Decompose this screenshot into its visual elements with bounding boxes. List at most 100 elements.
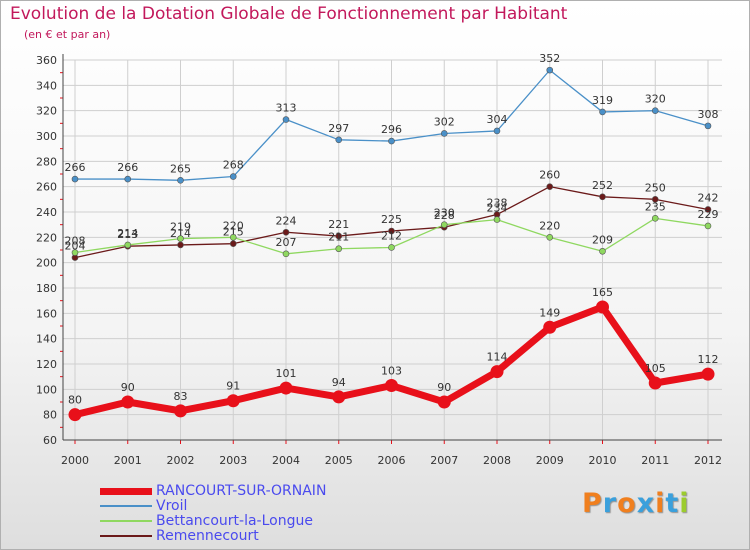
x-tick-label: 2012 <box>694 454 722 467</box>
chart-title: Evolution de la Dotation Globale de Fonc… <box>10 4 568 24</box>
data-label: 319 <box>592 94 613 107</box>
data-label: 250 <box>645 181 666 194</box>
data-label: 220 <box>539 219 560 232</box>
x-tick-label: 2004 <box>272 454 300 467</box>
data-label: 297 <box>328 122 349 135</box>
data-label: 91 <box>226 380 240 393</box>
data-label: 112 <box>698 353 719 366</box>
y-tick-label: 300 <box>36 130 57 143</box>
x-tick-label: 2011 <box>641 454 669 467</box>
data-label: 80 <box>68 394 82 407</box>
data-point <box>493 216 501 223</box>
logo-letter: P <box>582 488 603 519</box>
data-point <box>599 247 606 255</box>
data-point <box>121 395 135 409</box>
legend-swatch <box>100 488 152 495</box>
data-label: 207 <box>276 236 297 249</box>
data-point <box>701 367 715 381</box>
data-point <box>124 241 132 249</box>
data-point <box>388 227 395 235</box>
x-tick-label: 2008 <box>483 454 511 467</box>
data-label: 320 <box>645 93 666 106</box>
x-tick-label: 2000 <box>61 454 89 467</box>
data-label: 242 <box>698 191 719 204</box>
data-label: 302 <box>434 115 455 128</box>
x-tick-label: 2002 <box>167 454 195 467</box>
y-tick-label: 160 <box>36 307 57 320</box>
data-point <box>282 228 290 236</box>
legend-item: RANCOURT-SUR-ORNAIN <box>100 483 400 499</box>
chart-legend: RANCOURT-SUR-ORNAIN Vroil Bettancourt-la-L… <box>100 483 400 544</box>
data-label: 212 <box>381 229 402 242</box>
data-point <box>651 107 659 114</box>
x-tick-label: 2001 <box>114 454 142 467</box>
data-label: 208 <box>65 235 86 248</box>
data-label: 94 <box>332 376 346 389</box>
legend-item: Remennecourt <box>100 528 400 544</box>
logo-letter: o <box>617 488 637 519</box>
data-point <box>704 122 712 130</box>
logo-letter: i <box>655 488 666 519</box>
data-label: 230 <box>434 207 455 220</box>
data-label: 304 <box>487 113 508 126</box>
data-label: 211 <box>328 231 349 244</box>
data-point <box>335 245 343 253</box>
data-label: 220 <box>223 219 244 232</box>
data-point <box>71 249 79 256</box>
x-tick-label: 2003 <box>219 454 247 467</box>
data-point <box>651 196 659 203</box>
data-label: 238 <box>487 197 508 210</box>
data-label: 296 <box>381 123 402 136</box>
data-point <box>546 234 554 241</box>
data-point <box>651 215 659 222</box>
legend-item: Vroil <box>100 498 400 514</box>
data-point <box>71 175 79 183</box>
data-label: 352 <box>539 52 560 65</box>
data-point <box>177 235 184 242</box>
data-point <box>279 381 293 395</box>
data-label: 268 <box>223 159 244 172</box>
data-label: 235 <box>645 200 666 213</box>
data-label: 234 <box>487 202 508 215</box>
data-label: 90 <box>121 381 135 394</box>
data-point <box>226 394 240 408</box>
data-point <box>440 221 448 228</box>
data-point <box>335 136 343 144</box>
data-label: 265 <box>170 162 191 175</box>
data-point <box>437 395 451 409</box>
data-label: 204 <box>65 240 86 253</box>
data-point <box>385 379 398 393</box>
data-point <box>440 130 448 137</box>
y-tick-label: 120 <box>36 358 57 371</box>
y-tick-label: 180 <box>36 282 57 295</box>
legend-label: Bettancourt-la-Longue <box>156 513 313 529</box>
data-point <box>543 320 557 334</box>
y-tick-label: 240 <box>36 206 57 219</box>
x-tick-label: 2010 <box>589 454 617 467</box>
legend-label: Remennecourt <box>156 528 259 544</box>
data-label: 214 <box>170 227 191 240</box>
proxiti-logo: Proxiti <box>582 488 690 519</box>
logo-letter: x <box>636 488 656 519</box>
y-tick-label: 100 <box>36 383 57 396</box>
y-tick-label: 80 <box>43 409 57 422</box>
data-label: 101 <box>276 367 297 380</box>
legend-label: RANCOURT-SUR-ORNAIN <box>156 483 327 499</box>
data-point <box>124 175 132 183</box>
data-point <box>229 240 237 247</box>
data-label: 105 <box>645 362 666 375</box>
y-tick-label: 340 <box>36 79 57 92</box>
data-label: 221 <box>328 218 349 231</box>
data-point <box>704 222 712 230</box>
data-point <box>282 250 290 258</box>
data-label: 266 <box>117 161 138 174</box>
legend-swatch <box>100 505 152 507</box>
data-label: 228 <box>434 209 455 222</box>
y-tick-label: 280 <box>36 155 57 168</box>
data-point <box>388 244 395 251</box>
legend-label: Vroil <box>156 498 188 514</box>
data-label: 308 <box>698 108 719 121</box>
data-point <box>599 108 606 116</box>
